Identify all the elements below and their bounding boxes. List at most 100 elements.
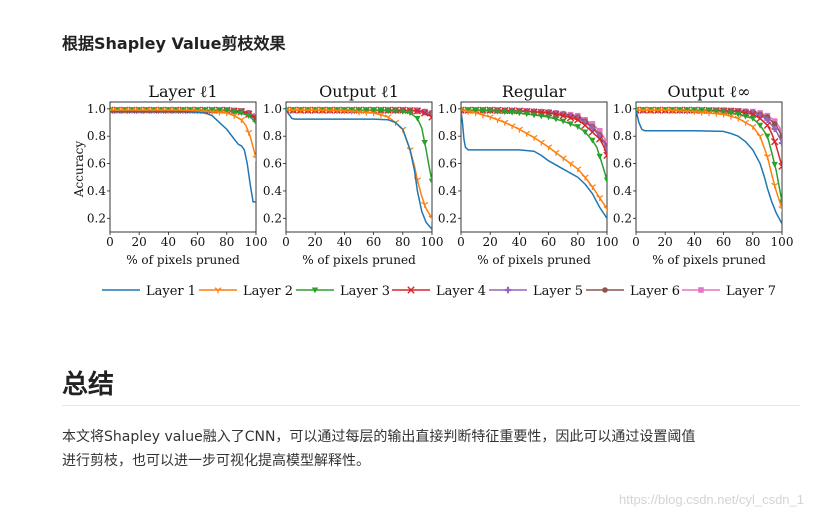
y-tick-label: 1.0 [263,102,282,116]
marker-tri [421,201,429,208]
marker-triangle [245,113,252,119]
marker-triangle [385,108,392,115]
marker-tri [603,206,607,212]
marker-tri [472,110,480,117]
marker-triangle [764,133,771,140]
marker-tri [588,184,596,191]
legend-label: Layer 5 [533,284,583,299]
marker-square [779,127,782,134]
marker-square [698,287,704,293]
marker-circle [771,121,778,127]
marker-x [588,128,597,136]
legend-label: Layer 3 [340,284,390,299]
chart-panel-1: Layer ℓ1 0.2 0.4 0.6 0.8 1.0 0 20 40 60 80 100 % of … [72,82,267,267]
x-tick-label: 100 [245,235,268,249]
y-tick-label: 0.6 [438,157,457,171]
chart-title: Output ℓ1 [319,82,399,101]
marker-tri [720,111,728,118]
marker-tri [566,160,575,167]
marker-triangle [574,124,581,130]
marker-circle [602,287,608,293]
marker-x [603,151,607,160]
axes-frame [109,101,257,233]
y-tick-label: 1.0 [87,102,106,116]
marker-tri [661,107,669,114]
marker-triangle [479,108,487,114]
x-axis-label: % of pixels pruned [477,253,591,267]
chart-title: Output ℓ∞ [668,82,751,101]
x-tick-label: 0 [106,235,114,249]
x-tick-label: 40 [161,235,176,249]
legend-label: Layer 7 [726,284,776,299]
marker-tri [230,112,238,119]
marker-triangle [552,116,560,123]
marker-triangle [377,107,385,114]
x-tick-label: 60 [541,235,556,249]
marker-tri [668,107,677,114]
marker-tri [208,108,216,115]
x-tick-label: 100 [771,235,794,249]
marker-triangle [348,107,355,114]
plot-area [461,106,607,219]
marker-tri [297,107,305,114]
marker-triangle [487,108,494,115]
summary-heading: 总结 [62,370,115,400]
legend: Layer 1 Layer 2 Layer 3 Layer 4 Layer 5 Layer… [102,284,776,299]
marker-tri [763,154,771,160]
legend-item: Layer 6 [586,284,680,299]
x-tick-label: 20 [483,235,498,249]
marker-tri [581,174,589,181]
x-tick-label: 80 [745,235,760,249]
marker-triangle [749,115,756,122]
marker-triangle [581,129,589,136]
legend-label: Layer 6 [630,284,680,299]
marker-tri [333,107,341,114]
marker-tri [698,109,706,116]
x-axis-label: % of pixels pruned [126,253,240,267]
plot-area [286,106,432,230]
marker-triangle [596,153,603,160]
marker-tri [348,108,356,115]
chart-panel-4: Output ℓ∞ 0.2 0.4 0.6 0.8 1.0 0 20 40 60 80 100 % of… [613,82,794,267]
series-line [461,110,607,219]
marker-tri [727,113,735,120]
marker-square [604,138,607,145]
heading-divider [62,405,800,406]
x-tick-label: 100 [421,235,444,249]
marker-x [778,162,782,171]
marker-triangle [363,107,370,114]
series-line [110,109,256,159]
marker-tri [214,287,222,294]
marker-x [407,286,415,294]
marker-triangle [530,112,538,119]
marker-tri [215,109,224,116]
marker-plus [771,125,778,133]
marker-plus [778,139,782,147]
marker-triangle [545,114,552,121]
chart-panel-3: Regular 0.2 0.4 0.6 0.8 1.0 0 20 40 60 80 100 % of p… [438,82,619,267]
series-layer-1 [461,110,607,219]
series-line [286,109,432,219]
y-tick-label: 0.4 [87,184,106,198]
marker-triangle [230,109,238,116]
paragraph-line: 本文将Shapley value融入了CNN，可以通过每层的输出直接判断特征重要… [62,429,696,445]
marker-triangle [238,110,245,117]
x-tick-label: 100 [596,235,619,249]
marker-tri [654,107,662,114]
marker-tri [574,166,582,173]
marker-tri [749,123,757,130]
marker-square [596,127,603,134]
y-tick-label: 0.6 [613,157,632,171]
marker-triangle [465,107,472,114]
x-tick-label: 60 [190,235,205,249]
marker-tri [289,107,297,114]
marker-tri [252,155,256,162]
x-tick-label: 60 [366,235,381,249]
legend-item: Layer 5 [489,284,583,299]
marker-x [421,109,429,117]
x-tick-label: 80 [570,235,585,249]
x-tick-label: 80 [395,235,410,249]
marker-x [763,121,772,129]
series-layer-4 [636,106,782,171]
marker-plus [504,286,512,294]
